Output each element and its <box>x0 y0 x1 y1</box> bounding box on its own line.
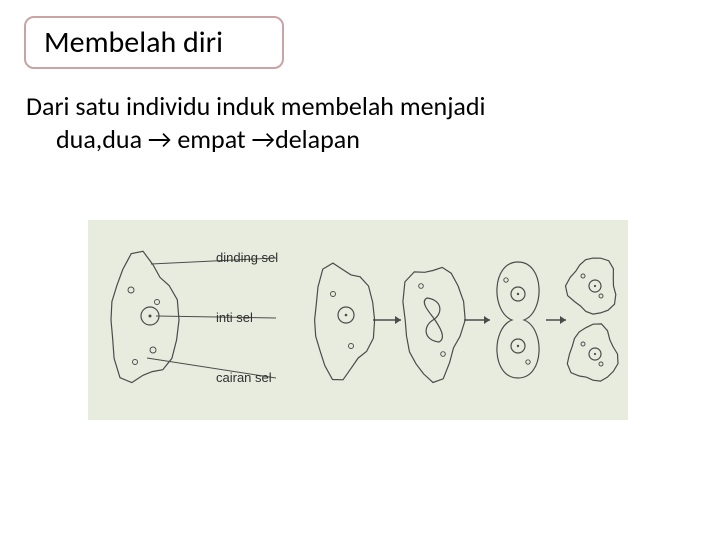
slide-title: Membelah diri <box>44 24 223 61</box>
arrow-glyph-2: → <box>252 123 276 155</box>
svg-text:inti sel: inti sel <box>216 310 253 325</box>
desc-line2c: delapan <box>275 123 360 155</box>
diagram-svg: dinding sel inti sel cairan sel <box>88 220 628 420</box>
desc-line2a: dua,dua <box>56 123 148 155</box>
arrow-glyph-1: → <box>148 123 172 155</box>
svg-text:dinding sel: dinding sel <box>216 250 278 265</box>
cell-division-diagram: dinding sel inti sel cairan sel <box>88 220 628 420</box>
title-box: Membelah diri <box>24 16 284 69</box>
desc-line2b: empat <box>171 123 251 155</box>
description-text: Dari satu individu induk membelah menjad… <box>26 90 686 155</box>
svg-text:cairan sel: cairan sel <box>216 370 272 385</box>
desc-line1: Dari satu individu induk membelah menjad… <box>26 90 486 122</box>
